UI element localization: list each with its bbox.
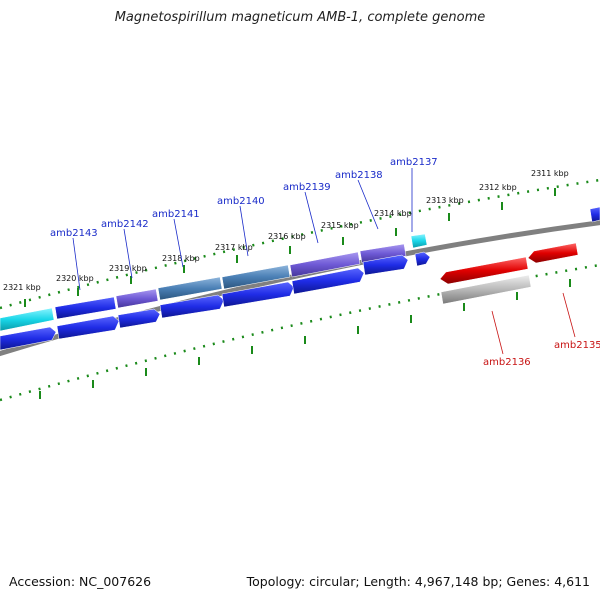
tick-label: 2315 kbp — [321, 221, 359, 230]
feature-forward — [54, 296, 117, 320]
tick-label: 2319 kbp — [109, 264, 147, 273]
tick-label: 2320 kbp — [56, 274, 94, 283]
gene-label: amb2135 — [554, 340, 600, 351]
feature-cyan — [410, 233, 428, 249]
gene-label: amb2142 — [101, 219, 149, 230]
gene-arrow-forward — [0, 326, 57, 351]
gene-label: amb2141 — [152, 209, 200, 220]
gene-arrow-forward — [414, 251, 431, 267]
tick-label: 2311 kbp — [531, 169, 569, 178]
gene-arrow-reverse — [439, 256, 529, 285]
map-title: Magnetospirillum magneticum AMB-1, compl… — [114, 10, 486, 25]
kbp-labels: 2321 kbp 2320 kbp 2319 kbp 2318 kbp 2317… — [3, 169, 569, 292]
tick-label: 2314 kbp — [374, 209, 412, 218]
tick-label: 2312 kbp — [479, 183, 517, 192]
feature-row-upper — [0, 233, 428, 332]
gene-arrow-reverse — [527, 242, 579, 264]
gene-arrow-forward — [159, 294, 225, 319]
tick-label: 2313 kbp — [426, 196, 464, 205]
topology-label: Topology: circular; Length: 4,967,148 bp… — [246, 574, 590, 589]
forward-arrows — [0, 206, 600, 351]
feature-steel — [157, 276, 223, 301]
gene-arrow-forward — [56, 315, 120, 340]
gene-arrow-forward — [589, 206, 600, 223]
forward-leaders — [72, 168, 413, 291]
feature-purple — [115, 288, 159, 309]
feature-steel — [221, 264, 291, 290]
gene-arrow-reverse-grey — [440, 274, 532, 305]
tick-label: 2317 kbp — [215, 243, 253, 252]
gene-label: amb2139 — [283, 182, 331, 193]
feature-purple — [289, 251, 361, 278]
reverse-leaders — [491, 292, 576, 355]
gene-label: amb2138 — [335, 170, 383, 181]
tick-label: 2321 kbp — [3, 283, 41, 292]
gene-label: amb2143 — [50, 228, 98, 239]
gene-label: amb2137 — [390, 157, 438, 168]
gene-arrow-forward — [362, 254, 409, 276]
forward-gene-labels: amb2143 amb2142 amb2141 amb2140 amb2139 … — [50, 157, 438, 239]
gene-label: amb2136 — [483, 357, 531, 368]
tick-label: 2316 kbp — [268, 232, 306, 241]
feature-purple — [359, 243, 407, 264]
gene-arrow-forward — [221, 281, 295, 308]
gene-arrow-forward — [117, 308, 161, 329]
tick-label: 2318 kbp — [162, 254, 200, 263]
accession-label: Accession: NC_007626 — [9, 574, 152, 589]
feature-cyan — [0, 307, 55, 332]
reverse-gene-labels: amb2136 amb2135 — [483, 340, 600, 368]
gene-label: amb2140 — [217, 196, 265, 207]
major-ticks-inner — [39, 279, 571, 399]
reverse-arrows — [439, 242, 579, 305]
gene-arrow-forward — [291, 267, 365, 295]
major-ticks-outer — [24, 188, 556, 307]
